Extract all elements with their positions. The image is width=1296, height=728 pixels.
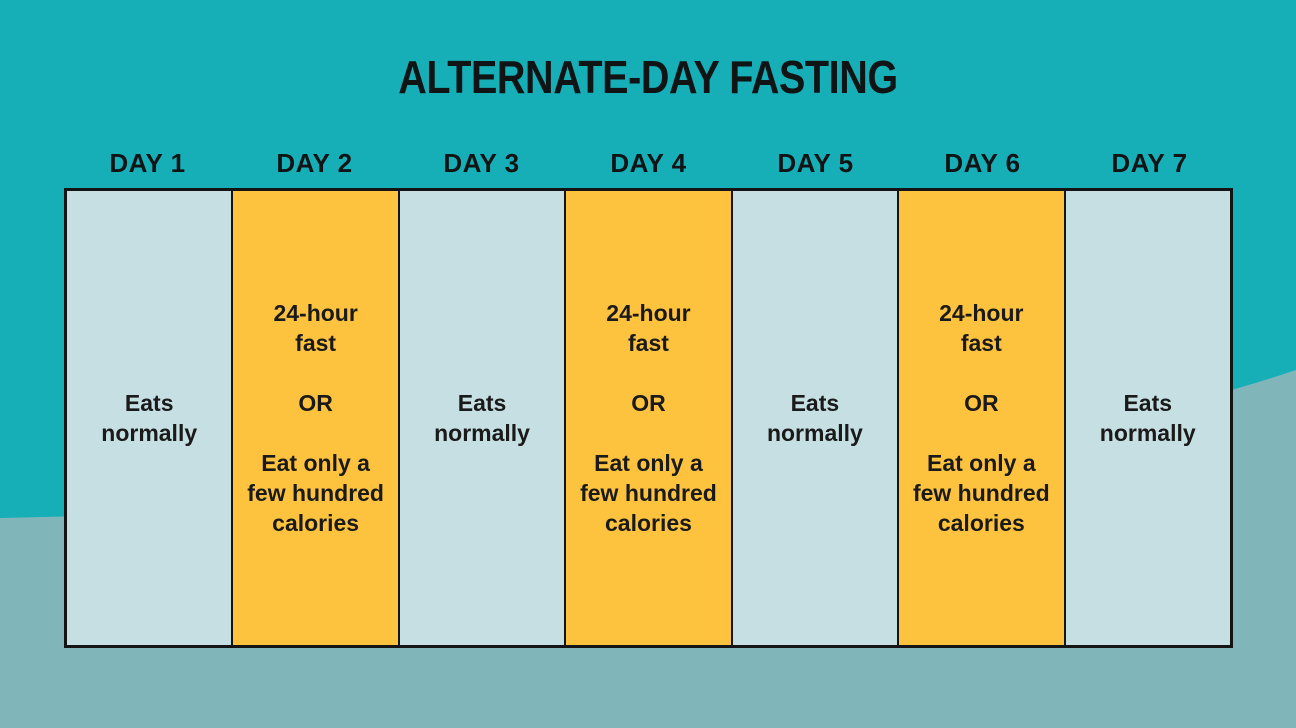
day-header-2: DAY 2 <box>276 148 353 178</box>
eats-normally-text: Eats normally <box>434 390 530 446</box>
fast-option-a: 24-hour fast <box>273 300 358 356</box>
eats-normally-text: Eats normally <box>1099 390 1196 446</box>
day-column-6: 24-hour fast OR Eat only a few hundred c… <box>897 191 1064 645</box>
or-label: OR <box>964 390 999 416</box>
fast-option-b: Eat only a few hundred calories <box>580 450 717 536</box>
fast-option-a: 24-hour fast <box>939 300 1024 356</box>
day-column-3: Eats normally <box>397 191 565 645</box>
eats-normally-text: Eats normally <box>766 390 863 446</box>
day-column-5: Eats normally <box>730 191 898 645</box>
day-column-2: 24-hour fast OR Eat only a few hundred c… <box>231 191 398 645</box>
day-header-1: DAY 1 <box>109 148 186 178</box>
day-column-1: Eats normally <box>67 191 232 645</box>
day-header-5: DAY 5 <box>777 148 854 178</box>
fast-option-a: 24-hour fast <box>606 300 691 356</box>
day-column-7: Eats normally <box>1063 191 1230 645</box>
page-title: ALTERNATE-DAY FASTING <box>398 51 898 103</box>
day-column-4: 24-hour fast OR Eat only a few hundred c… <box>564 191 731 645</box>
eats-normally-text: Eats normally <box>101 390 198 446</box>
day-header-7: DAY 7 <box>1111 148 1188 178</box>
day-header-6: DAY 6 <box>944 148 1021 178</box>
or-label: OR <box>631 390 666 416</box>
fast-option-b: Eat only a few hundred calories <box>247 450 384 536</box>
fast-option-b: Eat only a few hundred calories <box>912 450 1050 536</box>
day-header-row: DAY 1 DAY 2 DAY 3 DAY 4 DAY 5 DAY 6 DAY … <box>64 148 1233 179</box>
day-header-4: DAY 4 <box>610 148 687 178</box>
or-label: OR <box>298 390 333 416</box>
fasting-schedule-table: Eats normally 24-hour fast OR Eat only a… <box>64 188 1233 648</box>
day-header-3: DAY 3 <box>443 148 520 178</box>
